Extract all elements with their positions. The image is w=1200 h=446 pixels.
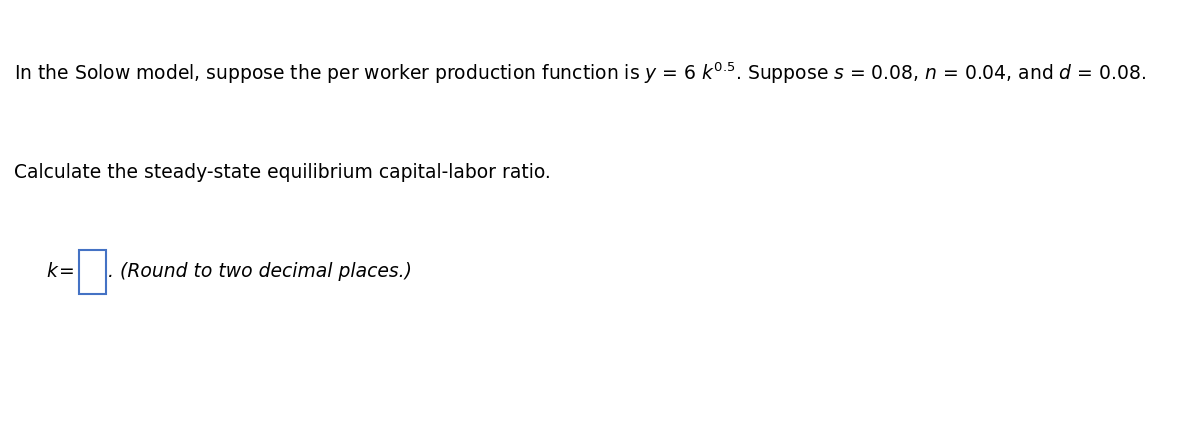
Text: . (Round to two decimal places.): . (Round to two decimal places.) [108, 261, 412, 281]
Text: Calculate the steady-state equilibrium capital-labor ratio.: Calculate the steady-state equilibrium c… [14, 163, 551, 182]
Text: =: = [59, 261, 74, 281]
Bar [79, 250, 106, 294]
Text: $k$: $k$ [46, 261, 59, 281]
Text: In the Solow model, suppose the per worker production function is $y$ = 6 $k^{0.: In the Solow model, suppose the per work… [14, 61, 1146, 86]
